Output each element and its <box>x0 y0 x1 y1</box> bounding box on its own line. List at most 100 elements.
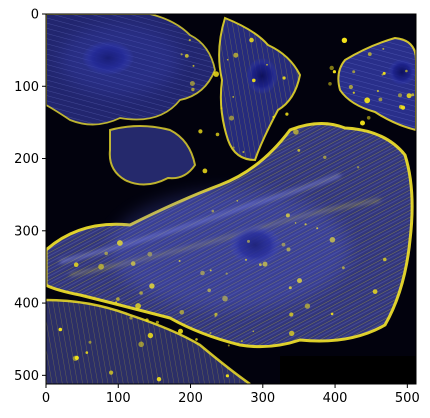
actin-punctum <box>233 52 239 58</box>
actin-punctum <box>232 96 234 98</box>
actin-punctum <box>304 303 311 309</box>
actin-punctum <box>293 129 299 135</box>
x-tick-label: 500 <box>395 391 420 406</box>
actin-punctum <box>352 70 356 74</box>
actin-punctum <box>139 291 143 295</box>
actin-punctum <box>232 146 235 149</box>
actin-punctum <box>213 71 219 77</box>
actin-punctum <box>367 52 372 56</box>
actin-punctum <box>178 328 183 334</box>
actin-punctum <box>372 289 378 294</box>
actin-punctum <box>74 355 79 360</box>
actin-punctum <box>180 53 183 56</box>
actin-punctum <box>330 312 334 316</box>
cell-top-middle <box>218 16 302 162</box>
actin-punctum <box>341 37 348 43</box>
actin-punctum <box>378 97 383 102</box>
actin-punctum <box>328 82 332 86</box>
actin-punctum <box>145 318 149 322</box>
y-axis: 0 100 200 300 400 500 <box>14 8 46 384</box>
actin-punctum <box>226 58 229 61</box>
actin-punctum <box>348 84 353 90</box>
dark-tile-region <box>280 356 416 384</box>
y-tick-label: 300 <box>14 224 39 239</box>
cell-top-right <box>337 36 416 132</box>
actin-punctum <box>266 63 268 66</box>
actin-punctum <box>241 340 243 343</box>
actin-punctum <box>329 65 334 71</box>
actin-punctum <box>156 377 162 382</box>
actin-punctum <box>297 149 301 152</box>
actin-punctum <box>272 115 275 119</box>
actin-punctum <box>356 166 360 169</box>
actin-punctum <box>252 330 255 333</box>
actin-punctum <box>405 69 408 73</box>
y-tick-label: 400 <box>14 297 39 312</box>
actin-punctum <box>138 341 144 348</box>
y-tick-label: 0 <box>31 8 39 23</box>
x-tick-label: 400 <box>323 391 348 406</box>
actin-punctum <box>225 374 229 378</box>
micrograph-image <box>46 14 416 384</box>
actin-punctum <box>323 155 327 159</box>
axes-frame <box>45 13 417 385</box>
x-axis: 0 100 200 300 400 500 <box>42 384 420 406</box>
actin-punctum <box>189 81 195 86</box>
actin-punctum <box>135 303 142 309</box>
y-tick-label: 200 <box>14 152 39 167</box>
actin-punctum <box>184 54 189 58</box>
actin-punctum <box>215 132 220 137</box>
actin-punctum <box>220 107 223 110</box>
actin-punctum <box>352 91 355 94</box>
actin-punctum <box>289 330 295 337</box>
y-tick-label: 100 <box>14 80 39 95</box>
actin-punctum <box>229 115 234 121</box>
actin-punctum <box>198 129 203 134</box>
cell-middle-left <box>108 125 197 186</box>
actin-punctum <box>155 320 159 324</box>
actin-punctum <box>73 262 79 268</box>
actin-punctum <box>242 151 245 153</box>
actin-punctum <box>147 332 154 339</box>
actin-punctum <box>104 251 108 256</box>
actin-punctum <box>98 263 104 270</box>
actin-punctum <box>129 316 133 320</box>
actin-punctum <box>406 93 412 99</box>
actin-punctum <box>411 93 415 97</box>
actin-punctum <box>398 93 402 98</box>
actin-punctum <box>332 70 336 74</box>
actin-punctum <box>252 78 256 83</box>
actin-punctum <box>364 97 371 104</box>
actin-punctum <box>366 116 371 120</box>
actin-punctum <box>400 105 406 110</box>
x-tick-label: 300 <box>250 391 275 406</box>
actin-punctum <box>282 76 286 80</box>
actin-punctum <box>179 310 185 315</box>
actin-punctum <box>85 351 89 354</box>
actin-punctum <box>195 338 198 341</box>
actin-punctum <box>249 37 254 43</box>
actin-punctum <box>209 332 212 334</box>
x-tick-label: 0 <box>42 391 50 406</box>
x-tick-label: 200 <box>178 391 203 406</box>
actin-punctum <box>227 344 230 347</box>
actin-punctum <box>58 327 63 332</box>
x-tick-label: 100 <box>106 391 131 406</box>
actin-punctum <box>382 47 385 50</box>
actin-punctum <box>289 312 294 317</box>
actin-punctum <box>285 112 289 116</box>
actin-punctum <box>202 168 208 174</box>
actin-punctum <box>360 120 365 126</box>
actin-punctum <box>214 312 218 316</box>
actin-punctum <box>382 71 386 75</box>
actin-punctum <box>115 301 117 304</box>
y-tick-label: 500 <box>14 369 39 384</box>
actin-punctum <box>376 89 379 93</box>
actin-punctum <box>383 257 387 262</box>
actin-punctum <box>116 297 120 301</box>
actin-punctum <box>88 340 92 344</box>
actin-punctum <box>192 64 195 67</box>
actin-punctum <box>188 39 191 42</box>
actin-punctum <box>191 87 195 92</box>
